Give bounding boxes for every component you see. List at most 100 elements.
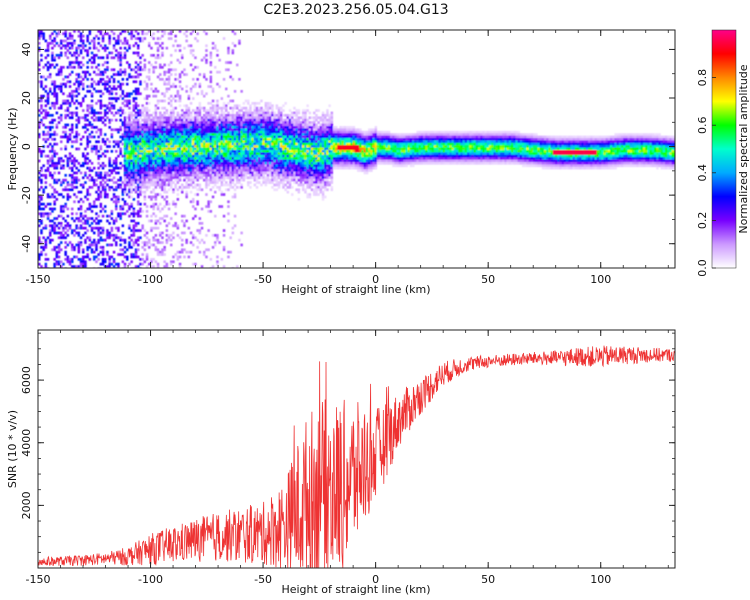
spectrogram-cell <box>112 140 116 144</box>
spectrogram-cell <box>64 82 67 86</box>
spectrogram-cell <box>216 255 219 259</box>
spectrogram-cell <box>310 150 314 153</box>
spectrogram-cell <box>269 147 272 151</box>
spectrogram-cell <box>95 246 98 249</box>
spectrogram-cell <box>165 265 169 268</box>
spectrogram-cell <box>302 178 305 182</box>
spectrogram-cell <box>49 106 52 110</box>
spectrogram-cell <box>165 238 169 242</box>
spectrogram-cell <box>77 219 81 223</box>
spectrogram-cell <box>185 130 188 134</box>
spectrogram-cell <box>288 109 292 112</box>
spectrogram-cell <box>209 126 213 129</box>
spectrogram-cell <box>174 68 177 72</box>
spectrogram-cell <box>247 171 250 175</box>
spectrogram-cell <box>139 181 142 184</box>
spectrogram-cell <box>126 174 129 177</box>
spectrogram-cell <box>302 162 305 165</box>
spectrogram-cell <box>132 138 136 141</box>
spectrogram-cell <box>88 238 92 242</box>
spectrogram-cell <box>218 176 221 180</box>
spectrogram-cell <box>192 176 195 180</box>
spectrogram-cell <box>101 152 105 156</box>
spectrogram-cell <box>77 82 81 86</box>
spectrogram-cell <box>284 176 287 180</box>
spectrogram-cell <box>112 87 116 91</box>
spectrogram-cell <box>264 157 268 160</box>
spectrogram-cell <box>104 70 107 74</box>
spectrogram-cell <box>145 106 149 110</box>
spectrogram-cell <box>64 130 67 134</box>
spectrogram-cell <box>187 178 191 182</box>
spectrogram-cell <box>273 154 276 158</box>
spectrogram-cell <box>187 44 191 48</box>
spectrogram-cell <box>304 176 307 180</box>
spectrogram-cell <box>79 39 83 43</box>
spectrogram-cell <box>253 150 257 153</box>
spectrogram-cell <box>119 135 122 139</box>
spectrogram-cell <box>82 116 85 120</box>
spectrogram-cell <box>269 164 272 168</box>
spectrogram-cell <box>258 162 261 165</box>
spectrogram-cell <box>77 133 81 136</box>
spectrogram-cell <box>203 121 206 124</box>
spectrogram-cell <box>200 142 204 146</box>
spectrogram-cell <box>187 154 191 158</box>
spectrogram-cell <box>53 181 56 184</box>
spectrogram-cell <box>233 214 237 218</box>
spectrogram-cell <box>295 178 298 182</box>
spectrogram-cell <box>249 130 252 134</box>
spectrogram-cell <box>66 193 70 196</box>
spectrogram-cell <box>196 111 199 115</box>
spectrogram-cell <box>251 147 254 151</box>
spectrogram-cell <box>282 118 285 122</box>
spectrogram-cell <box>104 133 107 136</box>
spectrogram-cell <box>247 147 250 151</box>
spectrogram-cell <box>170 135 173 139</box>
spectrogram-cell <box>117 198 120 201</box>
spectrogram-cell <box>66 114 70 117</box>
spectrogram-cell <box>242 130 246 134</box>
spectrogram-cell <box>101 82 105 86</box>
spectrogram-cell <box>68 133 72 136</box>
spectrogram-cell <box>251 174 254 177</box>
spectrogram-cell <box>227 212 230 216</box>
spectrogram-cell <box>128 75 131 79</box>
spectrogram-cell <box>159 114 162 117</box>
spectrogram-cell <box>233 130 237 134</box>
spectrogram-cell <box>145 102 149 105</box>
spectrogram-cell <box>53 58 56 62</box>
spectrogram-cell <box>170 154 173 158</box>
spectrogram-cell <box>269 166 272 170</box>
spectrogram-cell <box>165 154 169 158</box>
spectrogram-cell <box>273 162 276 165</box>
spectrogram-cell <box>229 128 232 132</box>
spectrogram-cell <box>108 92 111 96</box>
spectrogram-cell <box>196 140 199 144</box>
spectrogram-cell <box>88 104 92 108</box>
spectrogram-cell <box>198 231 202 235</box>
spectrogram-cell <box>123 154 127 158</box>
spectrogram-cell <box>93 258 96 261</box>
spectrogram-cell <box>187 147 191 151</box>
spectrogram-cell <box>218 157 221 160</box>
spectrogram-cell <box>196 39 199 43</box>
spectrogram-cell <box>90 176 94 180</box>
spectrogram-cell <box>242 135 246 139</box>
spectrogram-cell <box>192 164 195 168</box>
spectrogram-cell <box>218 178 221 182</box>
spectrogram-cell <box>132 150 136 153</box>
spectrogram-cell <box>137 174 140 177</box>
spectrogram-cell <box>46 166 50 170</box>
spectrogram-cell <box>196 126 199 129</box>
spectrogram-cell <box>251 133 254 136</box>
spectrogram-cell <box>137 128 140 132</box>
spectrogram-cell <box>302 154 305 158</box>
spectrogram-cell <box>119 106 122 110</box>
spectrogram-cell <box>46 44 50 48</box>
spectrogram-cell <box>150 260 153 264</box>
spectrogram-cell <box>143 118 147 122</box>
spectrogram-cell <box>183 104 186 108</box>
spectrogram-cell <box>90 111 94 115</box>
spectrogram-cell <box>178 73 182 76</box>
